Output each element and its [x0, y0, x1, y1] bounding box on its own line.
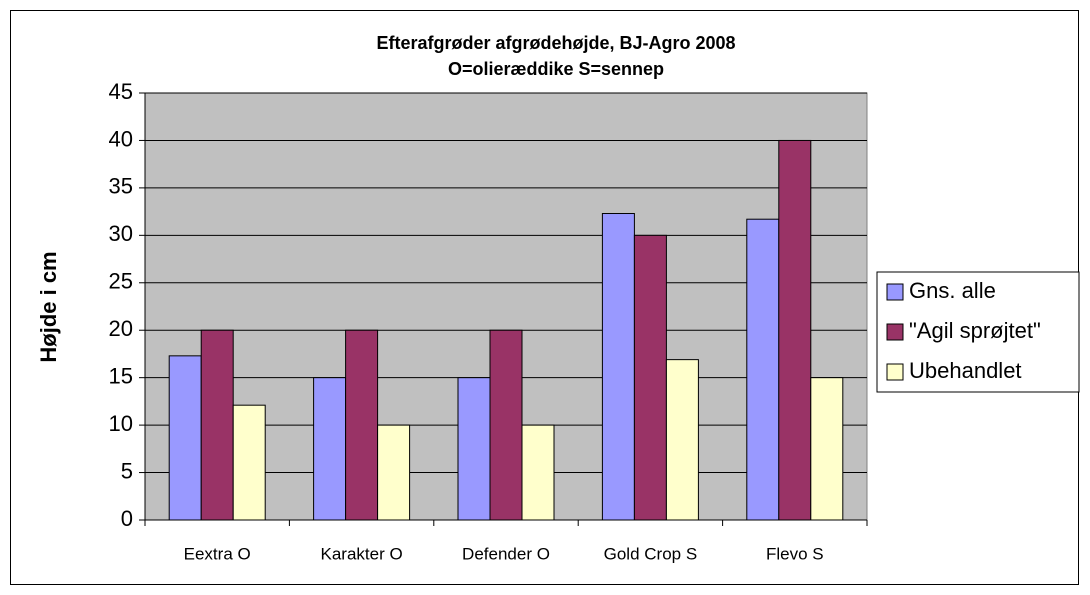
x-tick-label: Flevo S	[766, 544, 824, 563]
y-tick-label: 40	[109, 126, 133, 151]
legend-label: "Agil sprøjtet"	[909, 318, 1041, 343]
chart-title: Efterafgrøder afgrødehøjde, BJ-Agro 2008	[376, 33, 735, 53]
bar	[521, 424, 555, 521]
bar	[778, 139, 812, 521]
bar	[377, 424, 411, 521]
y-tick-label: 15	[109, 363, 133, 388]
bar	[489, 329, 523, 521]
x-tick-label: Eextra O	[184, 544, 251, 563]
bar	[313, 377, 347, 521]
legend-swatch	[886, 323, 904, 341]
x-tick-label: Karakter O	[320, 544, 402, 563]
y-tick-label: 35	[109, 174, 133, 199]
bar	[168, 355, 202, 521]
chart-subtitle: O=olieræddike S=sennep	[448, 59, 664, 79]
bar	[232, 404, 266, 521]
bar	[200, 329, 234, 521]
y-tick-label: 20	[109, 316, 133, 341]
y-tick-label: 25	[109, 269, 133, 294]
y-tick-label: 30	[109, 221, 133, 246]
bar	[601, 213, 635, 521]
legend-label: Ubehandlet	[909, 358, 1022, 383]
bar	[633, 234, 667, 521]
y-tick-label: 10	[109, 411, 133, 436]
bar	[746, 218, 780, 521]
bar	[810, 377, 844, 521]
legend	[876, 271, 1080, 393]
y-axis-label: Højde i cm	[36, 251, 61, 362]
y-tick-label: 45	[109, 79, 133, 104]
legend-swatch	[886, 283, 904, 301]
y-tick-label: 0	[121, 506, 133, 531]
legend-swatch	[886, 363, 904, 381]
bar	[345, 329, 379, 521]
legend-label: Gns. alle	[909, 278, 996, 303]
bar	[457, 377, 491, 521]
bar	[665, 359, 699, 521]
x-tick-label: Gold Crop S	[604, 544, 698, 563]
x-tick-label: Defender O	[462, 544, 550, 563]
y-tick-label: 5	[121, 458, 133, 483]
